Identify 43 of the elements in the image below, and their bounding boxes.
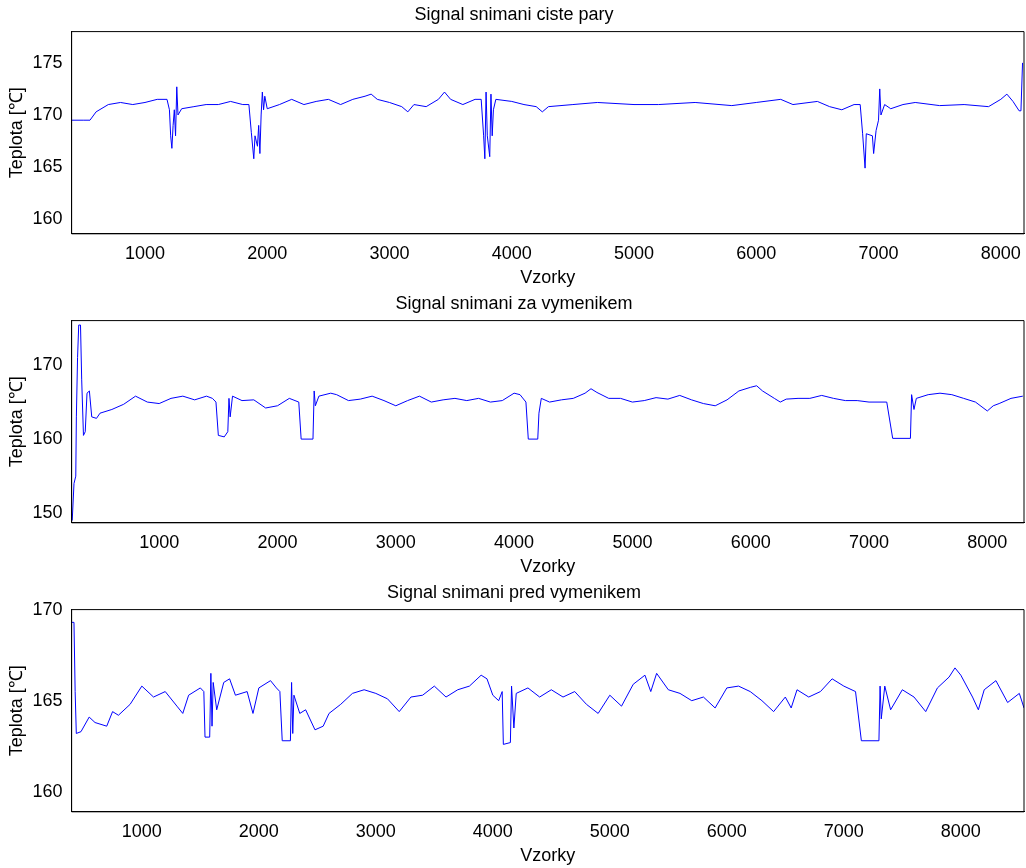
y-tick-label: 150 [32, 502, 63, 523]
x-tick-label: 8000 [940, 820, 981, 841]
x-tick-label: 3000 [369, 242, 410, 263]
x-axis-title: Vzorky [520, 556, 576, 577]
x-tick-label: 8000 [980, 242, 1021, 263]
chart-title: Signal snimani ciste pary [414, 3, 614, 24]
chart-title: Signal snimani pred vymenikem [386, 581, 642, 602]
y-tick-label: 165 [32, 156, 63, 177]
x-tick-label: 7000 [848, 531, 890, 552]
x-tick-label: 6000 [706, 820, 747, 841]
x-axis-title: Vzorky [520, 267, 576, 288]
y-axis-title: Teplota [℃] [5, 665, 26, 757]
x-tick-label: 4000 [472, 820, 513, 841]
y-axis-title: Teplota [℃] [5, 376, 26, 468]
x-tick-label: 7000 [823, 820, 864, 841]
x-tick-label: 3000 [355, 820, 396, 841]
x-tick-label: 1000 [121, 820, 162, 841]
x-tick-label: 5000 [589, 820, 630, 841]
x-tick-label: 6000 [736, 242, 777, 263]
x-tick-label: 3000 [375, 531, 416, 552]
y-tick-label: 170 [32, 354, 63, 375]
x-tick-label: 7000 [858, 242, 899, 263]
y-tick-label: 175 [32, 51, 63, 72]
x-tick-label: 8000 [967, 531, 1008, 552]
x-tick-label: 1000 [139, 531, 180, 552]
y-axis-title: Teplota [℃] [5, 87, 26, 179]
y-tick-label: 160 [32, 208, 63, 229]
x-axis-title: Vzorky [520, 845, 576, 866]
x-tick-label: 2000 [257, 531, 298, 552]
x-tick-label: 5000 [612, 531, 653, 552]
y-tick-label: 165 [32, 689, 63, 710]
x-tick-label: 6000 [730, 531, 771, 552]
x-tick-label: 1000 [124, 242, 166, 263]
x-tick-label: 4000 [494, 531, 535, 552]
x-tick-label: 5000 [613, 242, 655, 263]
y-tick-label: 160 [32, 780, 63, 801]
x-tick-label: 2000 [238, 820, 279, 841]
x-tick-label: 4000 [491, 242, 532, 263]
chart-title: Signal snimani za vymenikem [395, 292, 633, 313]
y-tick-label: 170 [32, 598, 63, 619]
y-tick-label: 170 [32, 103, 63, 124]
x-tick-label: 2000 [247, 242, 288, 263]
y-tick-label: 160 [32, 428, 63, 449]
